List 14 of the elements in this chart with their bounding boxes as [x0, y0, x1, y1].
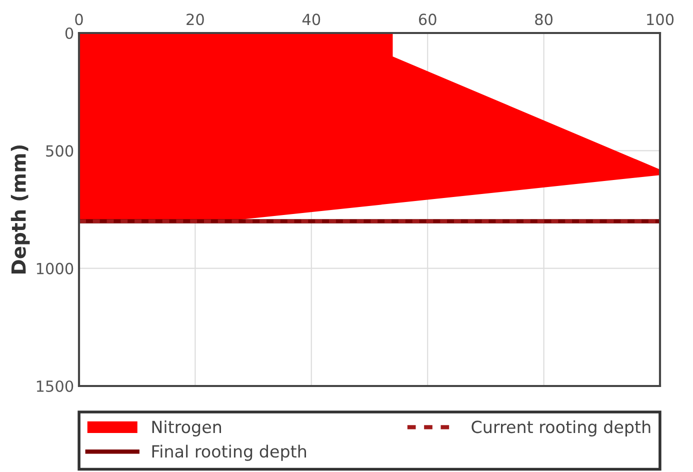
y-axis-title: Depth (mm) [10, 145, 30, 274]
legend-label: Nitrogen [152, 420, 221, 436]
legend-label: Final rooting depth [152, 444, 306, 461]
y-tick-label: 500 [46, 145, 74, 157]
y-tick-label: 0 [65, 27, 74, 40]
x-tick-label: 100 [647, 14, 674, 26]
x-tick-label: 0 [75, 14, 83, 26]
x-tick-label: 60 [418, 14, 436, 26]
y-tick-label: 1000 [36, 262, 74, 274]
legend-label: Current rooting depth [472, 420, 650, 436]
y-tick-label: 1500 [36, 380, 74, 392]
x-tick-label: 80 [535, 14, 553, 26]
x-tick-label: 40 [302, 14, 320, 26]
x-tick-label: 20 [186, 14, 204, 26]
